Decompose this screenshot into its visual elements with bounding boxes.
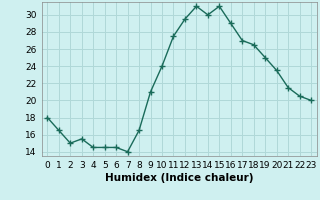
X-axis label: Humidex (Indice chaleur): Humidex (Indice chaleur) xyxy=(105,173,253,183)
